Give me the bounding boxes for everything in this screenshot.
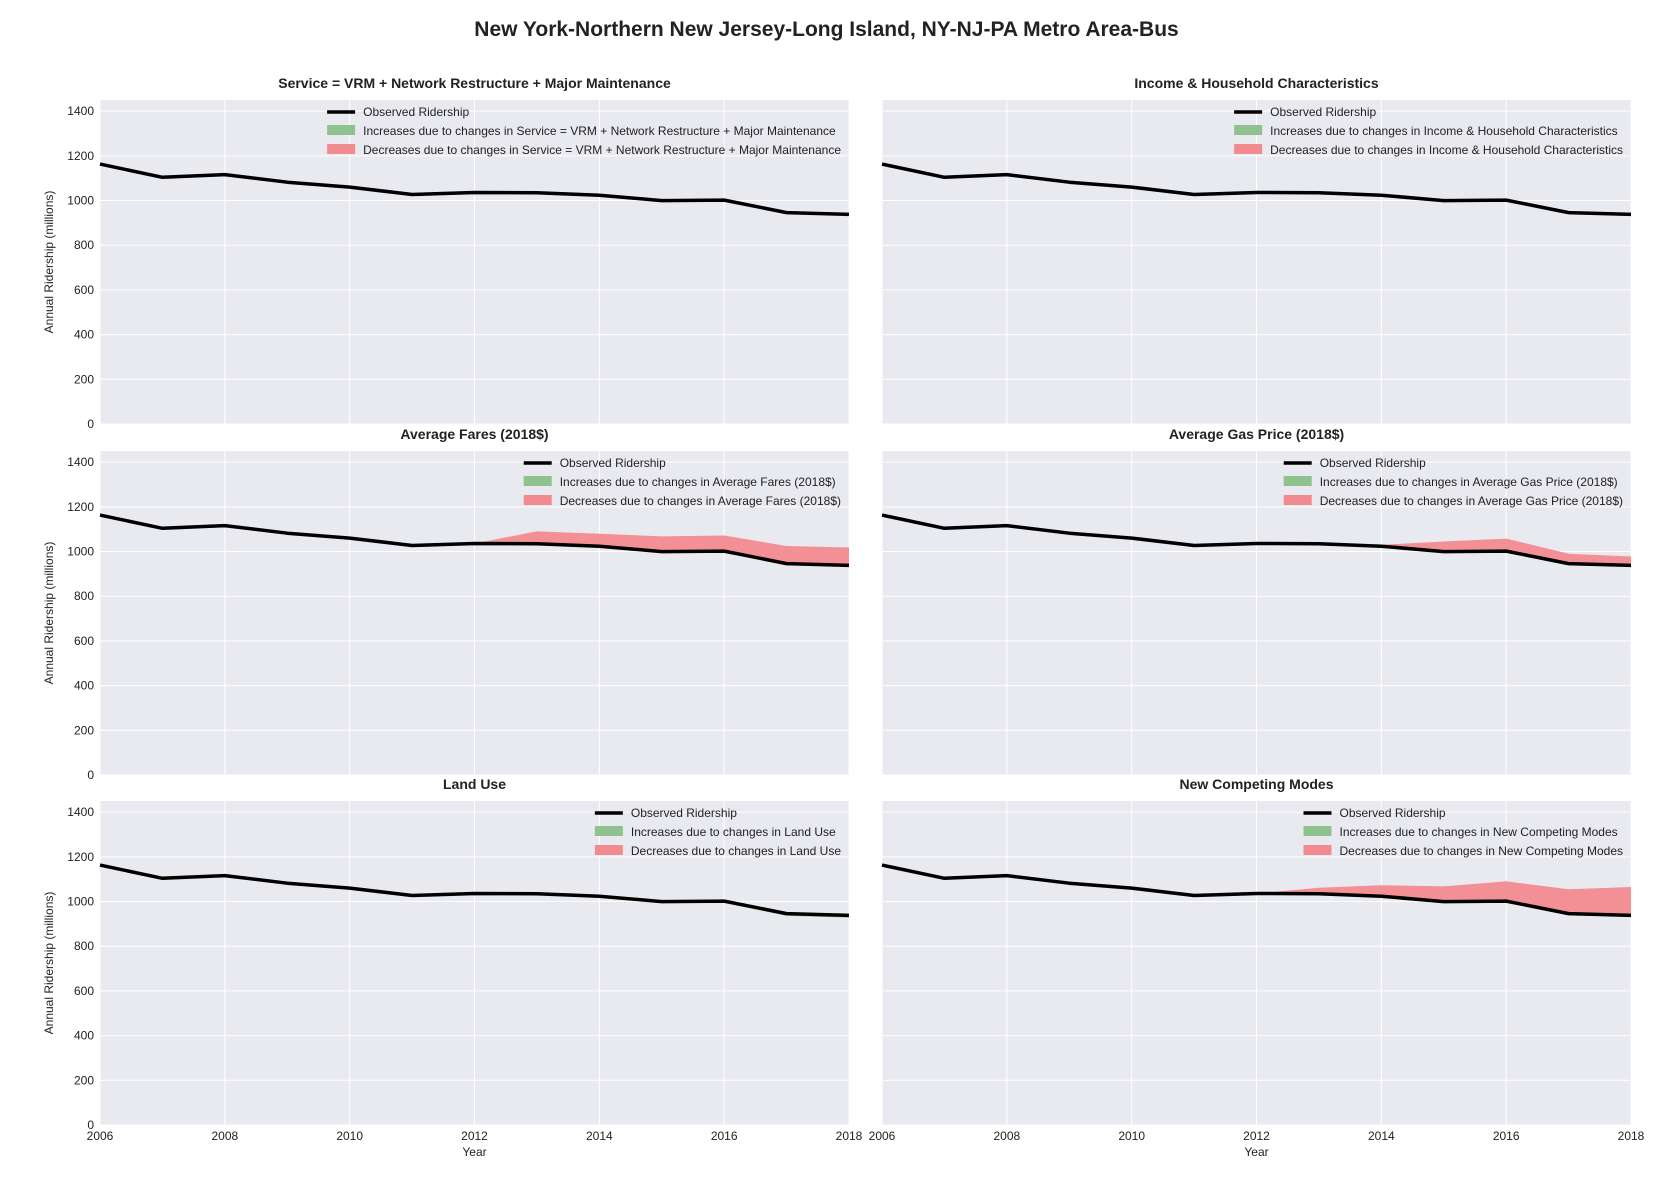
legend-swatch-decrease — [1303, 845, 1332, 855]
legend-label: Increases due to changes in New Competin… — [1340, 825, 1618, 839]
legend-swatch-decrease — [594, 845, 623, 855]
legend-label: Increases due to changes in Land Use — [631, 825, 836, 839]
chart-panel-1: 0 200 400 600 800 1000 1200 1400 Annual Ridershi… — [42, 75, 850, 431]
chart-title: Land Use — [443, 776, 506, 792]
x-tick-label: 2012 — [461, 1129, 488, 1143]
legend-swatch-increase — [1303, 826, 1332, 836]
legend-swatch-increase — [327, 125, 356, 135]
y-tick-label: 600 — [74, 634, 94, 648]
legend-label: Observed Ridership — [560, 456, 666, 470]
observed-ridership-line — [881, 162, 1632, 217]
legend-label: Decreases due to changes in Average Gas … — [1320, 494, 1623, 508]
y-tick-label: 1000 — [67, 895, 94, 909]
chart-title: Income & Household Characteristics — [1134, 75, 1379, 91]
y-tick-label: 400 — [74, 1029, 94, 1043]
legend-swatch-decrease — [523, 495, 552, 505]
legend-label: Observed Ridership — [1320, 456, 1426, 470]
y-axis-label: Annual Ridership (millions) — [42, 542, 56, 685]
x-tick-label: 2016 — [1493, 1129, 1520, 1143]
legend-swatch-increase — [594, 826, 623, 836]
x-axis-label: Year — [462, 1145, 486, 1159]
x-tick-label: 2010 — [1118, 1129, 1145, 1143]
legend: Observed Ridership Increases due to chang… — [1283, 456, 1623, 508]
legend-label: Decreases due to changes in Average Fare… — [560, 494, 841, 508]
observed-ridership-line — [881, 513, 1632, 568]
y-tick-label: 1000 — [67, 545, 94, 559]
chart-panel-4: Average Gas Price (2018$) Observed Riders… — [881, 426, 1632, 776]
chart-title: Service = VRM + Network Restructure + Ma… — [278, 75, 671, 91]
x-tick-label: 2018 — [1618, 1129, 1645, 1143]
x-tick-label: 2010 — [336, 1129, 363, 1143]
legend-label: Observed Ridership — [1340, 806, 1446, 820]
y-tick-label: 200 — [74, 1073, 94, 1087]
x-axis-label: Year — [1244, 1145, 1268, 1159]
x-tick-label: 2006 — [87, 1129, 114, 1143]
y-tick-label: 200 — [74, 372, 94, 386]
legend-label: Decreases due to changes in New Competin… — [1340, 844, 1624, 858]
legend-label: Decreases due to changes in Land Use — [631, 844, 841, 858]
y-tick-label: 1000 — [67, 194, 94, 208]
y-axis-label: Annual Ridership (millions) — [42, 191, 56, 334]
y-tick-label: 1200 — [67, 149, 94, 163]
legend: Observed Ridership Increases due to chang… — [594, 806, 841, 858]
legend-swatch-increase — [523, 476, 552, 486]
y-tick-label: 600 — [74, 283, 94, 297]
legend-label: Increases due to changes in Average Gas … — [1320, 475, 1618, 489]
y-tick-label: 800 — [74, 589, 94, 603]
x-tick-label: 2016 — [711, 1129, 738, 1143]
y-tick-label: 1400 — [67, 455, 94, 469]
chart-panel-6: 2006 2008 2010 2012 2014 2016 2018 Year New Comp… — [869, 776, 1645, 1159]
x-tick-label: 2008 — [211, 1129, 238, 1143]
chart-title: Average Fares (2018$) — [400, 426, 548, 442]
legend-swatch-decrease — [1283, 495, 1312, 505]
x-tick-label: 2014 — [586, 1129, 613, 1143]
y-tick-label: 600 — [74, 984, 94, 998]
legend: Observed Ridership Increases due to chang… — [1303, 806, 1624, 858]
legend-swatch-increase — [1283, 476, 1312, 486]
chart-panel-3: 0 200 400 600 800 1000 1200 1400 Annual Ridershi… — [42, 426, 850, 782]
legend-label: Increases due to changes in Average Fare… — [560, 475, 836, 489]
chart-title: New Competing Modes — [1179, 776, 1333, 792]
x-tick-label: 2014 — [1368, 1129, 1395, 1143]
y-tick-label: 0 — [87, 417, 94, 431]
y-tick-label: 1200 — [67, 500, 94, 514]
x-tick-label: 2006 — [869, 1129, 896, 1143]
y-tick-label: 1200 — [67, 850, 94, 864]
figure-title: New York-Northern New Jersey-Long Island… — [474, 18, 1179, 41]
y-tick-label: 800 — [74, 238, 94, 252]
legend-label: Increases due to changes in Income & Hou… — [1270, 124, 1618, 138]
legend-label: Decreases due to changes in Service = VR… — [363, 143, 841, 157]
legend: Observed Ridership Increases due to chang… — [1234, 105, 1623, 157]
x-tick-label: 2008 — [993, 1129, 1020, 1143]
legend-label: Observed Ridership — [1270, 105, 1376, 119]
legend: Observed Ridership Increases due to chang… — [327, 105, 841, 157]
legend: Observed Ridership Increases due to chang… — [523, 456, 841, 508]
chart-title: Average Gas Price (2018$) — [1169, 426, 1344, 442]
observed-ridership-line — [99, 513, 850, 568]
y-axis-label: Annual Ridership (millions) — [42, 892, 56, 1035]
legend-swatch-decrease — [1234, 144, 1263, 154]
observed-ridership-line — [99, 863, 850, 918]
observed-ridership-line — [99, 162, 850, 217]
legend-label: Observed Ridership — [631, 806, 737, 820]
y-tick-label: 400 — [74, 328, 94, 342]
chart-panel-5: 0 200 400 600 800 1000 1200 1400 2006 2008 2010 201… — [42, 776, 863, 1159]
legend-label: Decreases due to changes in Income & Hou… — [1270, 143, 1623, 157]
x-tick-label: 2012 — [1243, 1129, 1270, 1143]
y-tick-label: 1400 — [67, 104, 94, 118]
legend-swatch-decrease — [327, 144, 356, 154]
x-tick-label: 2018 — [836, 1129, 863, 1143]
legend-swatch-increase — [1234, 125, 1263, 135]
y-tick-label: 0 — [87, 1118, 94, 1132]
legend-label: Observed Ridership — [363, 105, 469, 119]
y-tick-label: 400 — [74, 679, 94, 693]
y-tick-label: 1400 — [67, 805, 94, 819]
y-tick-label: 800 — [74, 939, 94, 953]
chart-panel-2: Income & Household Characteristics Observ… — [881, 75, 1632, 425]
y-tick-label: 0 — [87, 768, 94, 782]
legend-label: Increases due to changes in Service = VR… — [363, 124, 836, 138]
y-tick-label: 200 — [74, 723, 94, 737]
observed-ridership-line — [881, 863, 1632, 918]
